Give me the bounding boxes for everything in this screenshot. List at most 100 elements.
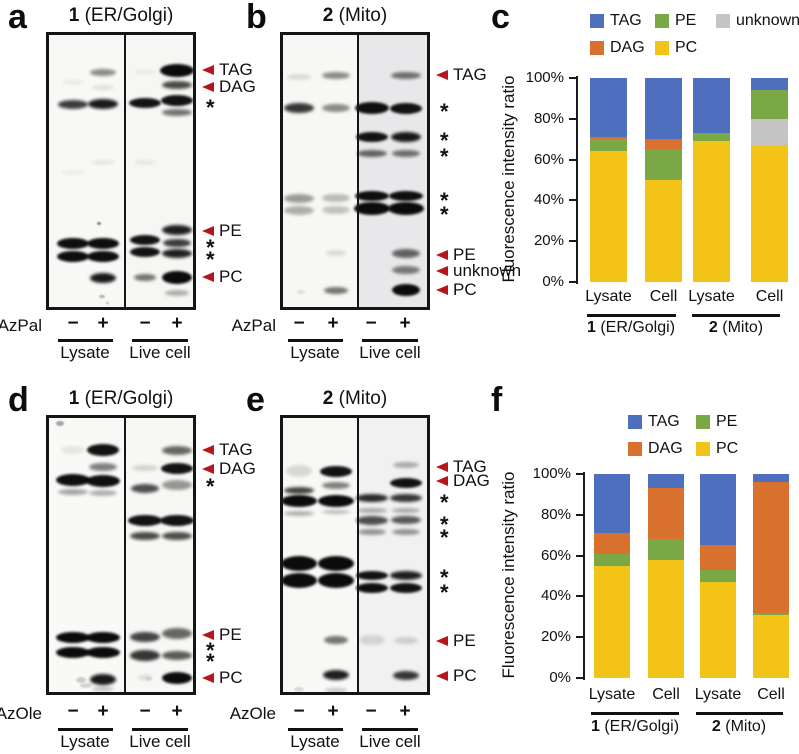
y-axis-tick [569, 281, 576, 283]
y-axis-label: Fluorescence intensity ratio [499, 75, 518, 283]
x-group-line [587, 314, 676, 317]
lane-group-line [362, 339, 418, 342]
legend-swatch-dag [590, 41, 604, 55]
bar-segment-tag [751, 78, 788, 91]
gel-band [162, 108, 192, 116]
bar-segment-dag [594, 533, 630, 554]
legend-label-dag: DAG [610, 39, 645, 56]
gel-band [90, 273, 116, 283]
x-category-label: Lysate [585, 288, 632, 305]
gel-band [390, 570, 422, 580]
marker-arrow-icon [436, 285, 448, 295]
y-axis-tick [569, 117, 576, 120]
gel-band [356, 494, 388, 502]
gel-band [356, 132, 388, 142]
y-tick-label: 80% [533, 109, 564, 127]
y-tick-label: 60% [533, 150, 564, 168]
gel-band [162, 270, 192, 284]
marker-arrow-icon [202, 65, 214, 75]
lane-sign: + [327, 701, 339, 722]
gel-band [390, 478, 422, 488]
gel-band [162, 627, 192, 639]
x-category-label: Cell [755, 288, 784, 305]
lane-group-label: Lysate [290, 343, 340, 362]
probe-label: AzPal [231, 316, 276, 335]
gel-band [322, 206, 350, 214]
gel-speck [80, 683, 92, 688]
gel-band [129, 98, 161, 108]
x-group-line [696, 712, 783, 715]
y-tick-label: 100% [532, 465, 571, 482]
bar-segment-pc [700, 582, 736, 678]
bar-segment-tag [753, 474, 789, 483]
gel-band [325, 687, 347, 692]
x-group-label: 2 (Mito) [711, 718, 767, 735]
gel-band [162, 81, 192, 89]
lane-group-line [132, 728, 188, 731]
gel-band [356, 570, 388, 580]
y-tick-label: 20% [540, 628, 571, 646]
gel-band [393, 670, 419, 680]
lane-sign: − [365, 313, 377, 334]
x-category-label: Cell [649, 288, 678, 305]
bar-segment-pc [594, 565, 630, 678]
lane-sign: + [171, 701, 183, 722]
gel-band [356, 583, 388, 593]
y-axis-line [576, 76, 578, 284]
y-axis-label: Fluorescence intensity ratio [499, 471, 518, 679]
marker-arrow-icon [202, 82, 214, 92]
gel-band [391, 516, 421, 524]
gel-band [89, 490, 117, 496]
marker-label: * [206, 638, 215, 663]
x-group-label-number: 2 [711, 718, 721, 735]
gel-band [162, 225, 192, 235]
probe-label: AzPal [0, 316, 42, 335]
gel-inner [283, 35, 427, 307]
gel-band [356, 515, 388, 525]
marker-label: PC [219, 267, 243, 286]
bar-segment-pe [645, 149, 682, 180]
gel-band [326, 250, 346, 256]
bar-segment-tag [700, 474, 736, 546]
gel-band [394, 636, 418, 644]
gel-title-number: 2 [322, 388, 334, 409]
y-axis-tick [569, 240, 576, 243]
marker-label: * [206, 649, 215, 674]
gel-band [390, 494, 422, 502]
bar-segment-pc [751, 145, 788, 282]
bar-segment-dag [590, 137, 627, 140]
marker-label: * [206, 95, 215, 120]
gel-band [324, 636, 348, 644]
bar-segment-pc [590, 151, 627, 282]
panel-letter-a: a [8, 0, 27, 36]
gel-speck [97, 222, 101, 225]
bar-segment-dag [648, 488, 684, 540]
gel-band [57, 237, 89, 249]
gel-band [324, 286, 348, 294]
gel-band [132, 465, 158, 471]
marker-label: TAG [453, 65, 487, 84]
marker-label: DAG [219, 77, 256, 96]
marker-arrow-icon [202, 445, 214, 455]
gel-band [92, 687, 114, 691]
gel-band [130, 632, 160, 642]
gel-band [391, 71, 421, 79]
y-tick-label: 40% [533, 191, 564, 209]
bar-segment-tag [590, 78, 627, 138]
gel-panel-divider [124, 35, 126, 307]
gel-band [388, 201, 424, 215]
marker-arrow-icon [202, 630, 214, 640]
gel-band [61, 446, 85, 454]
gel-lane-background-right [358, 35, 427, 307]
bar-segment-pc [693, 141, 730, 282]
gel-band [162, 650, 192, 660]
marker-label: * [440, 512, 449, 537]
legend-label-dag: DAG [648, 440, 683, 457]
bar-segment-dag [645, 139, 682, 150]
gel-band [130, 649, 160, 661]
lane-sign: + [97, 313, 109, 334]
legend-label-pe: PE [716, 413, 738, 430]
x-category-label: Cell [757, 686, 785, 703]
marker-arrow-icon [436, 250, 448, 260]
marker-label: * [440, 565, 449, 590]
